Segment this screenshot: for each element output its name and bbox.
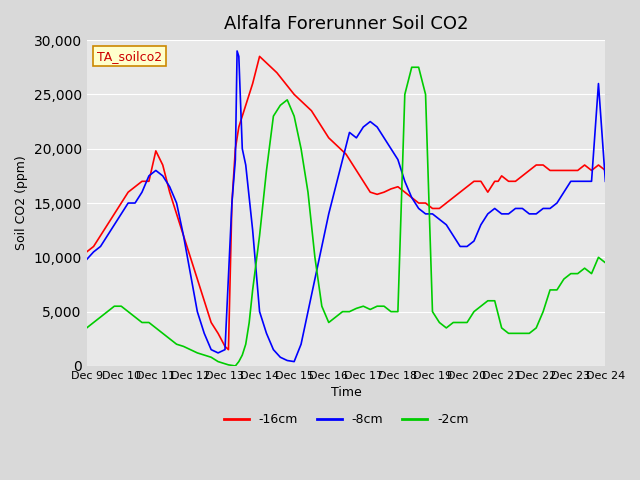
X-axis label: Time: Time [331,386,362,399]
Legend: -16cm, -8cm, -2cm: -16cm, -8cm, -2cm [218,408,474,432]
Title: Alfalfa Forerunner Soil CO2: Alfalfa Forerunner Soil CO2 [224,15,468,33]
Text: TA_soilco2: TA_soilco2 [97,49,162,63]
Y-axis label: Soil CO2 (ppm): Soil CO2 (ppm) [15,156,28,251]
